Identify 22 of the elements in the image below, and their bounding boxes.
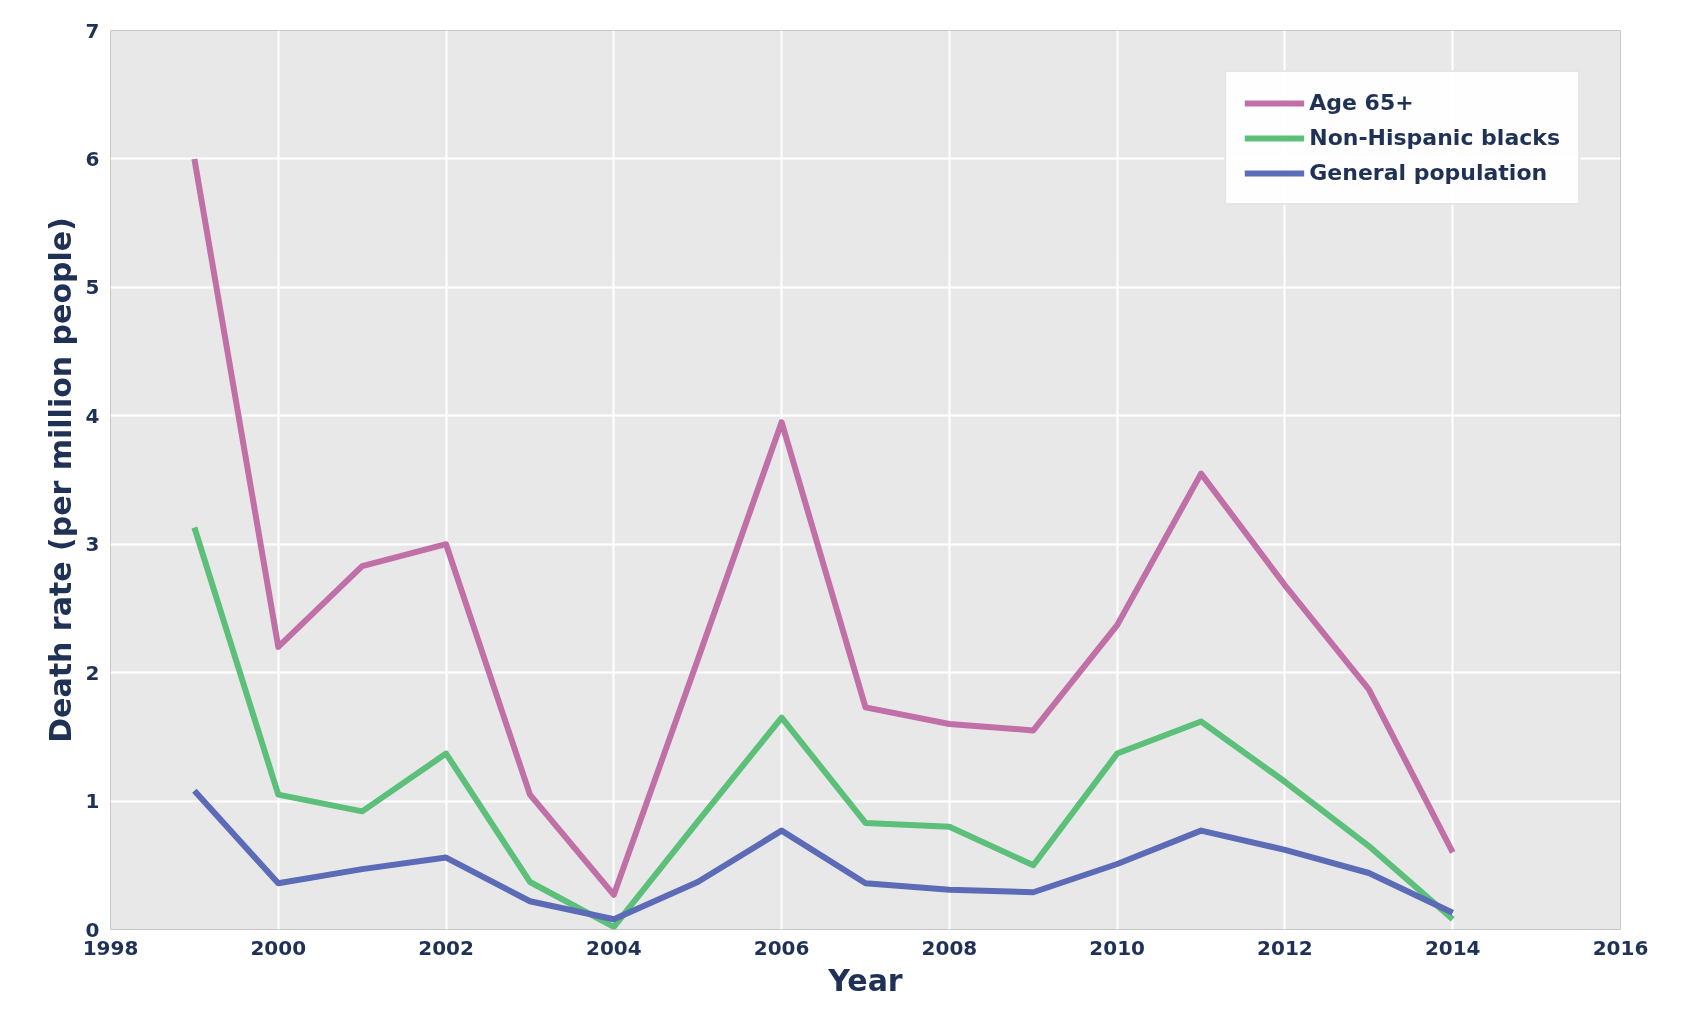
x-tick-label: 2006 (753, 935, 810, 960)
y-tick-label: 2 (85, 660, 100, 685)
x-axis-title: Year (827, 962, 903, 998)
y-tick-label: 4 (85, 403, 100, 428)
x-tick-label: 2012 (1257, 935, 1313, 960)
y-axis-title: Death rate (per million people) (42, 217, 78, 743)
x-tick-label: 2004 (586, 935, 642, 960)
x-tick-label: 2010 (1089, 935, 1146, 960)
y-tick-label: 7 (85, 18, 100, 43)
legend-label: General population (1309, 160, 1548, 185)
y-tick-label: 5 (85, 275, 100, 300)
x-tick-label: 2002 (418, 935, 474, 960)
legend-label: Non-Hispanic blacks (1309, 125, 1560, 150)
y-tick-label: 3 (85, 532, 100, 557)
y-tick-label: 6 (85, 146, 100, 171)
x-tick-label: 2000 (250, 935, 307, 960)
y-tick-label: 1 (85, 789, 100, 814)
x-tick-label: 2016 (1592, 935, 1649, 960)
legend-label: Age 65+ (1309, 90, 1414, 115)
y-tick-label: 0 (85, 917, 100, 942)
x-tick-label: 2008 (921, 935, 978, 960)
x-tick-label: 2014 (1424, 935, 1481, 960)
